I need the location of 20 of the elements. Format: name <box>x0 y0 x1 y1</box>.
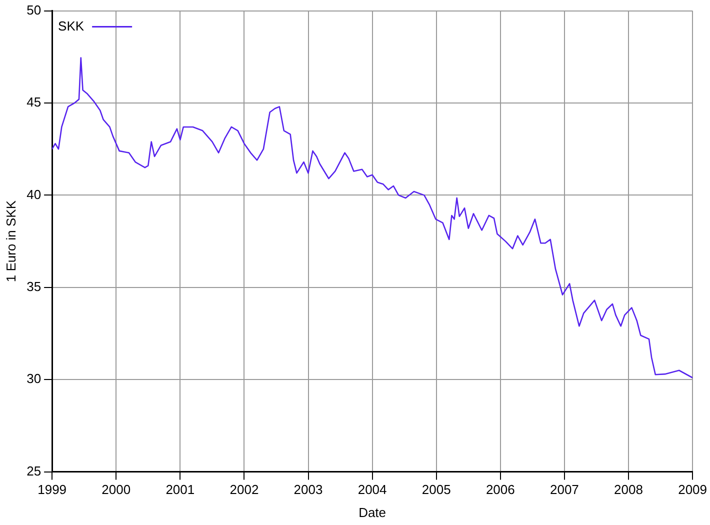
y-tick-label: 45 <box>26 94 42 110</box>
y-tick-label: 25 <box>26 463 42 478</box>
y-tick-label: 30 <box>26 371 42 386</box>
y-tick-label: 50 <box>26 2 42 18</box>
x-tick-label: 2000 <box>102 482 131 498</box>
y-tick-label: 40 <box>26 186 42 202</box>
x-tick-label: 2009 <box>678 482 707 498</box>
y-axis-title: 1 Euro in SKK <box>3 200 18 282</box>
x-tick-label: 2004 <box>358 482 387 498</box>
x-tick-label: 2005 <box>422 482 451 498</box>
x-tick-label: 2006 <box>486 482 515 498</box>
x-tick-label: 2001 <box>166 482 195 498</box>
x-tick-label: 1999 <box>38 482 67 498</box>
y-tick-label: 35 <box>26 278 42 294</box>
x-tick-label: 2002 <box>230 482 259 498</box>
x-tick-label: 2008 <box>614 482 643 498</box>
x-tick-label: 2003 <box>294 482 323 498</box>
x-tick-label: 2007 <box>550 482 579 498</box>
legend-label: SKK <box>58 18 84 34</box>
x-axis-title: Date <box>358 504 386 520</box>
